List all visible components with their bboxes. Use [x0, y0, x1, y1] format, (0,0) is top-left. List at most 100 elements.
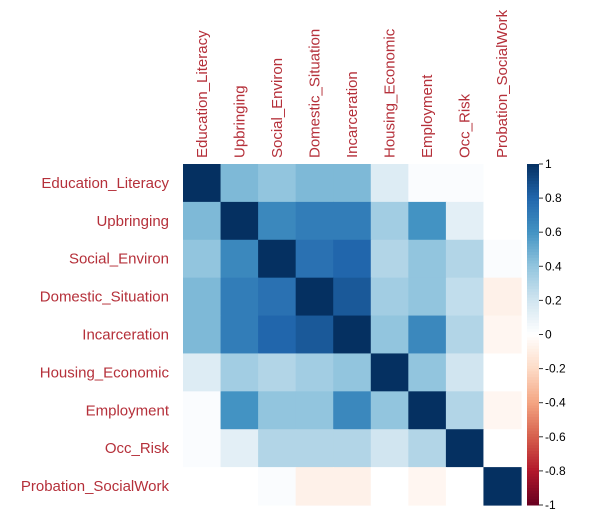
heatmap-cell: [408, 429, 447, 468]
colorbar-segment: [527, 172, 539, 176]
heatmap-cell: [183, 353, 222, 392]
heatmap-cell: [183, 429, 222, 468]
heatmap-cell: [333, 277, 372, 317]
colorbar-segment: [527, 209, 539, 213]
heatmap-cell: [445, 467, 485, 506]
heatmap-cell: [370, 201, 409, 241]
colorbar-segment: [527, 266, 539, 270]
colorbar-segment: [527, 456, 539, 461]
heatmap-cell: [408, 239, 447, 279]
colorbar-segment: [527, 394, 539, 398]
heatmap-cell: [220, 277, 259, 317]
heatmap-cell: [220, 353, 259, 392]
colorbar-segment: [527, 320, 539, 324]
column-label: Incarceration: [344, 71, 361, 158]
colorbar-segment: [527, 365, 539, 370]
colorbar-segment: [527, 422, 539, 426]
colorbar-segment: [527, 166, 539, 171]
heatmap-cell: [295, 391, 334, 430]
heatmap-cell: [370, 164, 409, 203]
colorbar-segment: [527, 468, 539, 472]
colorbar-segment: [527, 203, 539, 208]
colorbar-tick-label: 0.8: [545, 191, 562, 205]
heatmap-cell: [220, 391, 259, 430]
heatmap-cell: [295, 467, 334, 506]
heatmap-cell: [370, 391, 409, 430]
colorbar-segment: [527, 254, 539, 259]
row-labels: Education_Literacy Upbringing Social_Envir…: [21, 175, 170, 495]
colorbar-segment: [527, 215, 539, 219]
heatmap-cell: [445, 353, 485, 392]
colorbar-segment: [527, 428, 539, 432]
heatmap-cell: [483, 164, 522, 203]
colorbar-segment: [527, 303, 539, 307]
heatmap-cell: [183, 164, 222, 203]
colorbar-segment: [527, 343, 539, 347]
heatmap-cell: [333, 429, 372, 468]
colorbar-segment: [527, 311, 539, 316]
heatmap-cell: [183, 201, 222, 241]
colorbar-segment: [527, 425, 539, 429]
colorbar-segment: [527, 198, 539, 202]
column-label: Housing_Economic: [382, 28, 399, 158]
heatmap-cell: [445, 277, 485, 317]
colorbar-segment: [527, 331, 539, 335]
heatmap-cell: [295, 315, 334, 355]
colorbar-tick-label: 0: [545, 328, 552, 342]
colorbar-segment: [527, 379, 539, 384]
heatmap-cell: [370, 353, 409, 392]
heatmap-cell: [258, 201, 297, 241]
colorbar-segment: [527, 181, 539, 185]
colorbar-segment: [527, 499, 539, 503]
row-label: Education_Literacy: [41, 175, 169, 192]
colorbar-segment: [527, 334, 539, 338]
colorbar-segment: [527, 183, 539, 188]
colorbar-segment: [527, 217, 539, 222]
heatmap-cell: [445, 201, 485, 241]
heatmap-cell: [183, 315, 222, 355]
heatmap-cell: [258, 239, 297, 279]
row-label: Incarceration: [82, 327, 169, 344]
heatmap-cell: [333, 353, 372, 392]
heatmap-cell: [333, 391, 372, 430]
colorbar-segment: [527, 223, 539, 228]
heatmap-cell: [183, 277, 222, 317]
row-label: Social_Environ: [69, 251, 169, 268]
colorbar-segment: [527, 391, 539, 395]
heatmap-cell: [220, 429, 259, 468]
heatmap-cell: [408, 467, 447, 506]
heatmap-cell: [258, 429, 297, 468]
row-label: Housing_Economic: [40, 364, 170, 381]
colorbar-segment: [527, 345, 539, 350]
colorbar-segment: [527, 479, 539, 483]
colorbar-tick-label: 0.4: [545, 259, 562, 273]
colorbar-segment: [527, 212, 539, 216]
colorbar-segment: [527, 325, 539, 330]
colorbar-segment: [527, 496, 539, 500]
row-label: Domestic_Situation: [40, 289, 169, 306]
colorbar-segment: [527, 178, 539, 182]
colorbar-segment: [527, 175, 539, 179]
colorbar-segment: [527, 473, 539, 478]
heatmap-cell: [408, 164, 447, 203]
heatmap-cell: [295, 164, 334, 203]
column-labels: Education_Literacy Upbringing Social_Envir…: [194, 9, 511, 158]
colorbar-segment: [527, 419, 539, 424]
colorbar-segment: [527, 405, 539, 409]
colorbar-segment: [527, 354, 539, 358]
colorbar-segment: [527, 371, 539, 375]
colorbar-segment: [527, 433, 539, 438]
heatmap-cell: [220, 467, 259, 506]
heatmap-cell: [295, 277, 334, 317]
heatmap-cell: [220, 315, 259, 355]
heatmap-cell: [483, 353, 522, 392]
colorbar-segment: [527, 476, 539, 480]
heatmap-cell: [183, 391, 222, 430]
colorbar-tick-label: -1: [545, 498, 556, 510]
colorbar-segment: [527, 252, 539, 256]
heatmap-cell: [445, 315, 485, 355]
heatmap-cell: [483, 467, 522, 506]
heatmap-cell: [370, 239, 409, 279]
